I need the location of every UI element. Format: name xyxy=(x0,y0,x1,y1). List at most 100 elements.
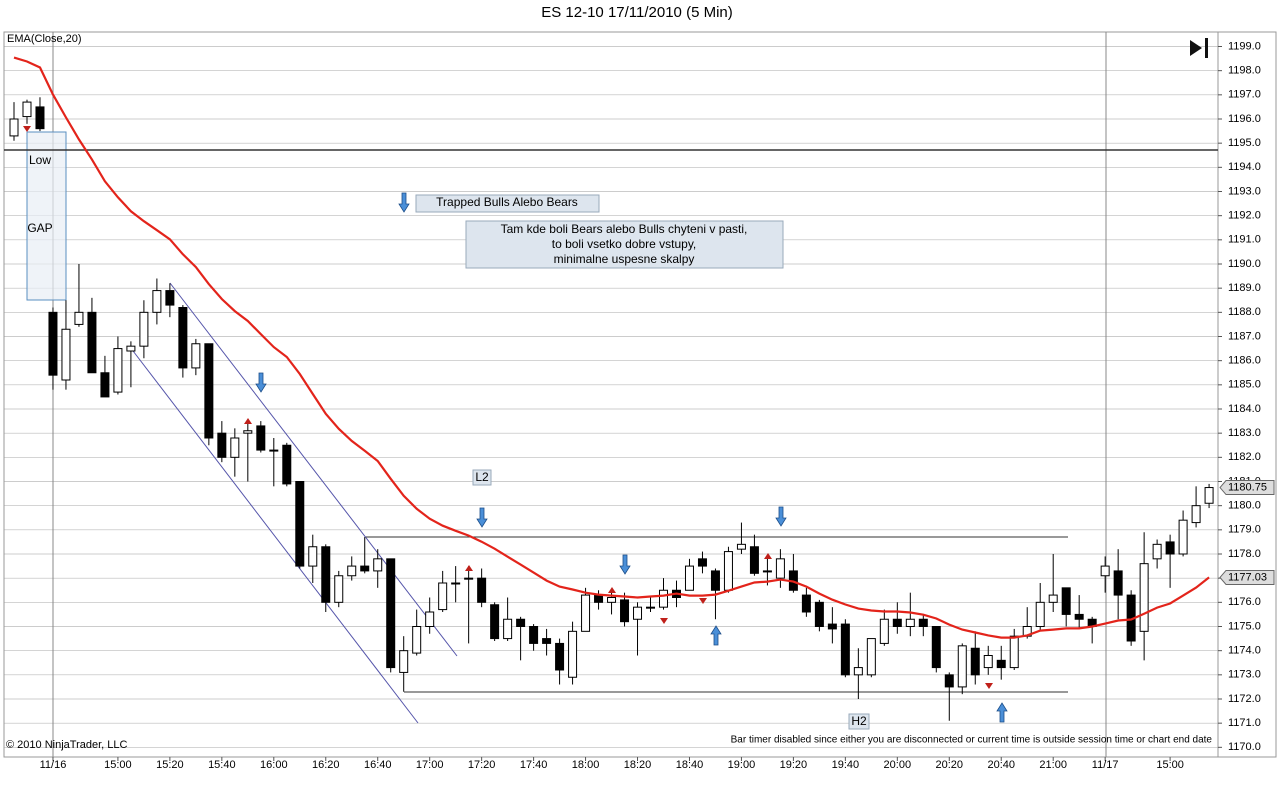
y-tick-label: 1176.0 xyxy=(1228,596,1261,608)
signal-triangle xyxy=(244,418,252,424)
y-tick-label: 1171.0 xyxy=(1228,717,1261,729)
y-tick-label: 1170.0 xyxy=(1228,741,1261,753)
price-marker-label: 1177.03 xyxy=(1228,571,1267,583)
markers xyxy=(23,38,1208,723)
x-tick-label: 20:00 xyxy=(884,759,912,771)
candle-body xyxy=(48,311,58,376)
x-tick-label: 15:00 xyxy=(1156,759,1184,771)
candle-body xyxy=(620,599,630,623)
candle-body xyxy=(840,623,850,676)
candle-body xyxy=(425,611,435,627)
candle-body xyxy=(152,290,162,313)
candle-body xyxy=(801,594,811,613)
candle-body xyxy=(749,546,759,574)
y-tick-label: 1179.0 xyxy=(1228,524,1261,536)
candle-body xyxy=(22,101,32,118)
signal-triangle xyxy=(608,587,616,593)
candle-body xyxy=(477,577,487,603)
candle-body xyxy=(594,594,604,603)
indicator-label: EMA(Close,20) xyxy=(7,33,82,45)
candle-body xyxy=(1113,570,1123,596)
candle-body xyxy=(684,565,694,591)
x-tick-label: 16:20 xyxy=(312,759,340,771)
annotation: GAP xyxy=(27,221,52,235)
candle-body xyxy=(113,348,123,393)
candle-body xyxy=(100,372,110,398)
x-tick-label: 17:00 xyxy=(416,759,444,771)
x-tick-label: 17:40 xyxy=(520,759,548,771)
x-tick-label: 20:40 xyxy=(987,759,1015,771)
sell-arrow xyxy=(775,506,787,527)
annotation: Tam kde boli Bears alebo Bulls chyteni v… xyxy=(501,222,748,236)
candle-body xyxy=(542,638,552,644)
annotation-box xyxy=(848,713,870,730)
price-marker xyxy=(1219,569,1275,585)
x-tick-label: 16:40 xyxy=(364,759,392,771)
candle-body xyxy=(230,437,240,458)
candle-body xyxy=(321,546,331,603)
candle-body xyxy=(269,449,279,452)
annotation-box xyxy=(472,469,492,486)
candle-body xyxy=(412,626,422,654)
candle-body xyxy=(386,558,396,669)
candle-body xyxy=(607,597,617,603)
candle-body xyxy=(944,674,954,688)
copyright: © 2010 NinjaTrader, LLC xyxy=(6,739,127,751)
candle-body xyxy=(736,543,746,550)
y-tick-label: 1195.0 xyxy=(1228,137,1261,149)
candle-body xyxy=(178,307,188,369)
y-tick-label: 1198.0 xyxy=(1228,65,1261,77)
candle-body xyxy=(464,577,474,580)
candle-body xyxy=(1035,601,1045,627)
candle-body xyxy=(555,642,565,671)
candle-body xyxy=(529,626,539,644)
y-tick-label: 1186.0 xyxy=(1228,355,1261,367)
x-tick-label: 17:20 xyxy=(468,759,496,771)
signal-triangle xyxy=(465,565,473,571)
annotation: H2 xyxy=(851,714,867,728)
y-tick-label: 1197.0 xyxy=(1228,89,1261,101)
candle-body xyxy=(1048,594,1058,603)
x-tick-label: 18:00 xyxy=(572,759,600,771)
y-tick-label: 1194.0 xyxy=(1228,161,1261,173)
candle-body xyxy=(996,659,1006,669)
candle-body xyxy=(516,618,526,627)
signal-triangle xyxy=(23,126,31,132)
scroll-end-icon[interactable] xyxy=(1205,38,1208,58)
candle-body xyxy=(710,570,720,591)
candle-body xyxy=(1139,563,1149,632)
candle-body xyxy=(1100,565,1110,577)
candle-body xyxy=(1165,541,1175,555)
x-tick-label: 11/16 xyxy=(40,759,67,771)
candle-body xyxy=(905,618,915,627)
y-tick-label: 1191.0 xyxy=(1228,234,1261,246)
candle-body xyxy=(126,345,136,352)
y-tick-label: 1193.0 xyxy=(1228,185,1261,197)
candle-body xyxy=(1204,487,1214,504)
scroll-end-icon[interactable] xyxy=(1190,40,1202,56)
y-tick-label: 1188.0 xyxy=(1228,306,1261,318)
signal-triangle xyxy=(985,683,993,689)
candle-body xyxy=(503,618,513,640)
y-tick-label: 1189.0 xyxy=(1228,282,1261,294)
y-tick-label: 1184.0 xyxy=(1228,403,1261,415)
channel-line xyxy=(169,282,458,657)
x-tick-label: 11/17 xyxy=(1092,759,1119,771)
candle-body xyxy=(204,343,214,439)
y-tick-label: 1180.0 xyxy=(1228,500,1261,512)
candle-body xyxy=(360,565,370,572)
sell-arrow xyxy=(476,507,488,528)
gap-zone xyxy=(26,131,67,301)
x-tick-label: 19:00 xyxy=(728,759,756,771)
annotation: L2 xyxy=(475,470,489,484)
candle-body xyxy=(1191,505,1201,524)
candle-body xyxy=(697,558,707,567)
candle-body xyxy=(879,618,889,644)
candle-body xyxy=(1074,613,1084,620)
candle-body xyxy=(347,565,357,577)
candle-body xyxy=(490,604,500,640)
candle-body xyxy=(762,570,772,573)
candle-body xyxy=(827,623,837,630)
candle-body xyxy=(970,647,980,676)
